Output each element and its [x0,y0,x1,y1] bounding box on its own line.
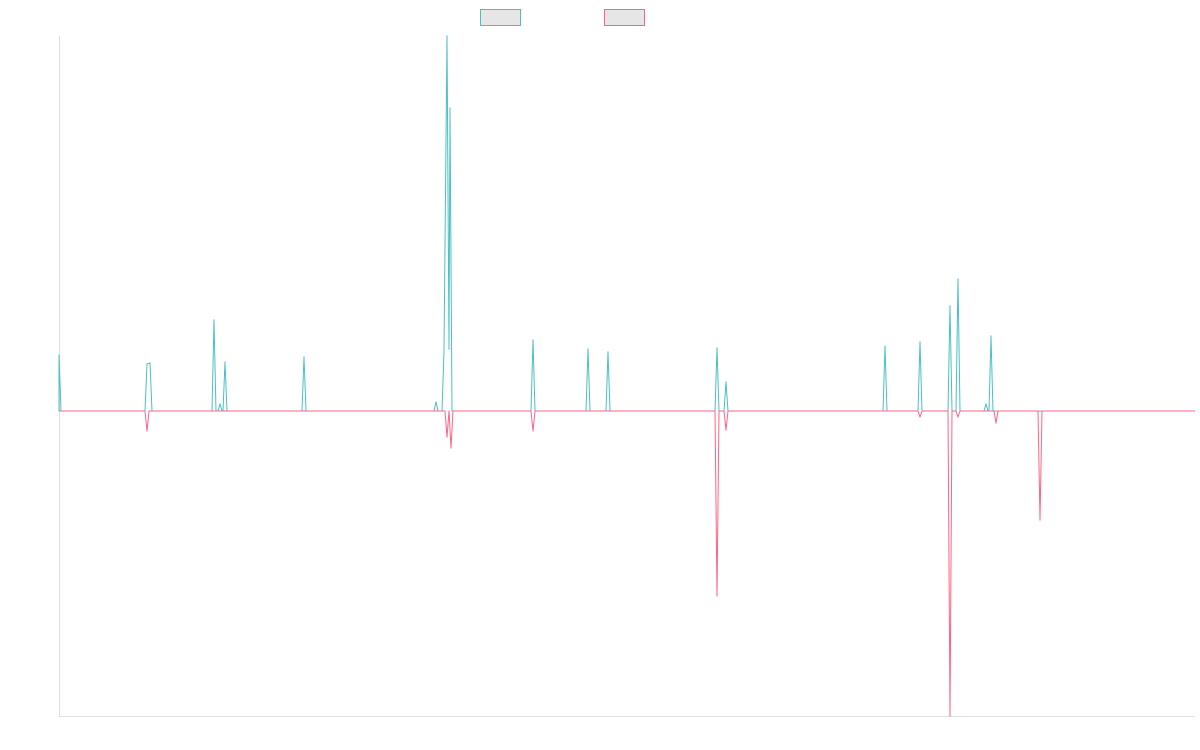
data-point [149,362,151,364]
data-point [443,350,445,352]
data-point [919,416,921,418]
data-point [58,354,60,356]
data-point [919,341,921,343]
data-point [449,107,451,109]
data-point [146,430,148,432]
data-point [213,319,215,321]
data-point [448,348,450,350]
data-point [446,35,448,37]
data-point [725,381,727,383]
series-line-1 [58,35,1195,412]
data-point [725,429,727,431]
data-point [1039,519,1041,521]
data-point [995,422,997,424]
data-point [435,401,437,403]
data-point [532,430,534,432]
data-point [303,356,305,358]
data-point [607,351,609,353]
data-point [716,595,718,597]
data-point [587,348,589,350]
legend [480,9,645,26]
data-point [450,447,452,449]
data-point [532,339,534,341]
data-point [985,403,987,405]
data-point [957,278,959,280]
data-point [146,363,148,365]
data-point [884,345,886,347]
data-point [957,416,959,418]
data-point [949,305,951,307]
series-line-2 [59,410,1195,717]
data-point [716,347,718,349]
data-point [949,715,951,717]
data-point [219,403,221,405]
data-point [990,335,992,337]
legend-swatch-2[interactable] [604,9,645,26]
data-point [224,361,226,363]
data-point [446,436,448,438]
legend-swatch-1[interactable] [480,9,521,26]
